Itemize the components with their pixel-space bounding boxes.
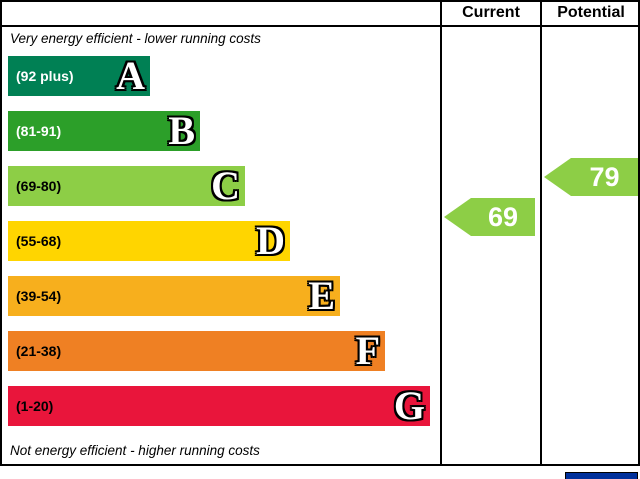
- potential-column-header: Potential: [557, 4, 625, 21]
- caption-not-efficient: Not energy efficient - higher running co…: [10, 443, 260, 458]
- band-b-range: (81-91): [16, 123, 62, 139]
- current-column-line: [440, 0, 442, 466]
- band-f-range: (21-38): [16, 343, 62, 359]
- band-g-range: (1-20): [16, 398, 54, 414]
- band-a-range: (92 plus): [16, 68, 74, 84]
- band-g: (1-20) G: [8, 386, 430, 426]
- band-b: (81-91) B: [8, 111, 200, 151]
- current-column-header: Current: [462, 4, 520, 21]
- band-d-range: (55-68): [16, 233, 62, 249]
- band-g-letter: G: [393, 383, 425, 428]
- band-c-range: (69-80): [16, 178, 62, 194]
- band-a-letter: A: [116, 53, 145, 98]
- band-b-letter: B: [168, 108, 195, 153]
- caption-very-efficient: Very energy efficient - lower running co…: [10, 31, 261, 46]
- border-right: [638, 0, 640, 466]
- current-arrow-point: [444, 198, 471, 236]
- chart-bottom-line: [0, 464, 640, 466]
- eu-directive-box-fragment: [565, 472, 638, 479]
- potential-column-line: [540, 0, 542, 466]
- band-e-letter: E: [308, 273, 335, 318]
- band-c-letter: C: [211, 163, 240, 208]
- border-top: [0, 0, 640, 2]
- band-d: (55-68) D: [8, 221, 290, 261]
- header-separator-line: [0, 25, 640, 27]
- potential-arrow-point: [544, 158, 571, 196]
- band-f: (21-38) F: [8, 331, 385, 371]
- band-f-letter: F: [355, 328, 380, 373]
- potential-rating-value: 79: [571, 158, 638, 196]
- band-e-range: (39-54): [16, 288, 62, 304]
- band-a: (92 plus) A: [8, 56, 150, 96]
- band-c: (69-80) C: [8, 166, 245, 206]
- current-rating-arrow: 69: [444, 198, 535, 236]
- potential-rating-arrow: 79: [544, 158, 638, 196]
- band-d-letter: D: [256, 218, 285, 263]
- border-left: [0, 0, 2, 466]
- band-e: (39-54) E: [8, 276, 340, 316]
- current-rating-value: 69: [471, 198, 535, 236]
